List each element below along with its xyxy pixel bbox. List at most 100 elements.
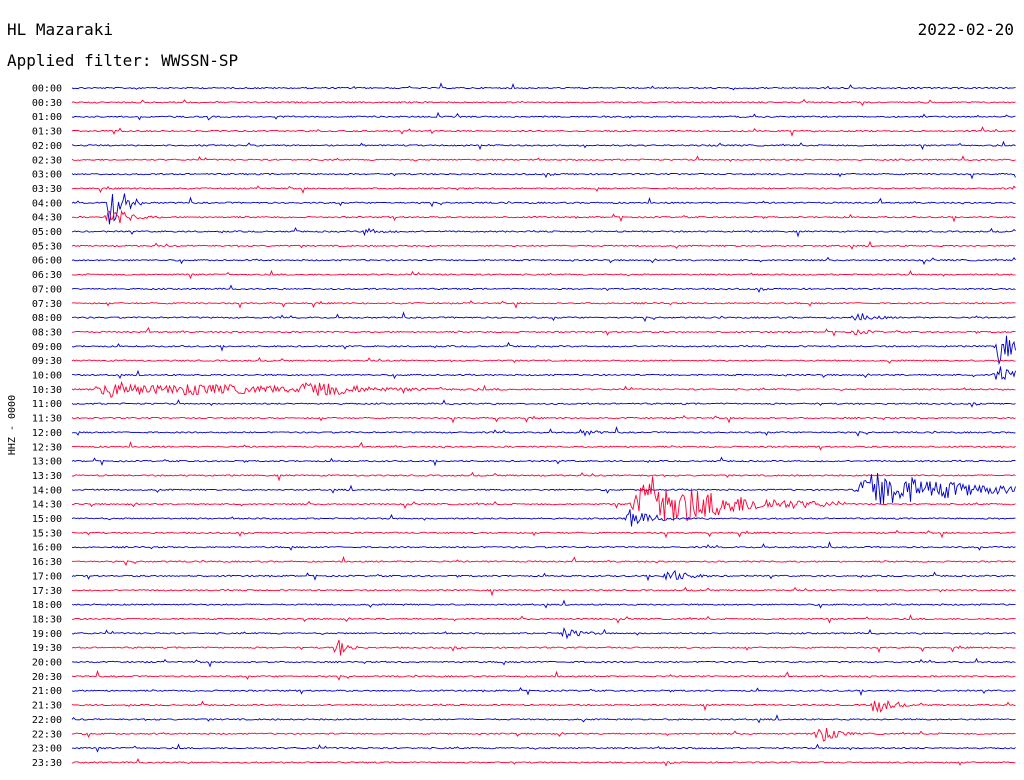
trace-line <box>71 82 1016 91</box>
trace-line <box>71 300 1016 309</box>
trace-line <box>71 626 1016 640</box>
row-label: 11:00 <box>32 399 62 410</box>
row-label: 07:00 <box>32 284 62 295</box>
row-label: 22:00 <box>32 715 62 726</box>
row-label: 17:00 <box>32 571 62 582</box>
trace-line <box>71 284 1016 293</box>
filter-label: Applied filter: WWSSN-SP <box>7 51 239 70</box>
row-label: 20:00 <box>32 658 62 669</box>
trace-line <box>71 209 1016 224</box>
row-label: 13:00 <box>32 457 62 468</box>
row-label: 01:00 <box>32 112 62 123</box>
row-label: 16:00 <box>32 543 62 554</box>
row-label: 14:00 <box>32 485 62 496</box>
row-label: 14:30 <box>32 500 62 511</box>
trace-line <box>71 687 1016 697</box>
trace-line <box>71 226 1016 238</box>
row-label: 19:00 <box>32 629 62 640</box>
row-label: 21:30 <box>32 701 62 712</box>
row-label: 11:30 <box>32 414 62 425</box>
row-label: 15:30 <box>32 528 62 539</box>
row-label: 16:30 <box>32 557 62 568</box>
row-label: 08:30 <box>32 327 62 338</box>
trace-line <box>71 728 1016 742</box>
trace-line <box>71 335 1016 366</box>
trace-line <box>71 599 1016 609</box>
row-label: 05:00 <box>32 227 62 238</box>
trace-line <box>71 456 1016 467</box>
row-label: 18:30 <box>32 614 62 625</box>
row-label: 12:30 <box>32 442 62 453</box>
trace-line <box>71 414 1016 424</box>
trace-line <box>71 476 1016 522</box>
row-label: 17:30 <box>32 586 62 597</box>
trace-line <box>71 757 1016 767</box>
row-label: 06:00 <box>32 256 62 267</box>
trace-line <box>71 614 1016 624</box>
trace-line <box>71 657 1016 668</box>
trace-line <box>71 380 1016 398</box>
trace-line <box>71 111 1016 121</box>
row-label: 02:00 <box>32 141 62 152</box>
row-label: 15:00 <box>32 514 62 525</box>
trace-line <box>71 441 1016 451</box>
row-label: 13:30 <box>32 471 62 482</box>
trace-line <box>71 126 1016 137</box>
row-label: 12:00 <box>32 428 62 439</box>
row-label: 10:00 <box>32 371 62 382</box>
row-label: 07:30 <box>32 299 62 310</box>
row-label: 03:30 <box>32 184 62 195</box>
station-title: HL Mazaraki <box>7 20 113 39</box>
row-labels: 00:00 00:30 01:00 01:30 02:00 02:30 03:00 03:30… <box>32 84 62 769</box>
row-label: 02:30 <box>32 155 62 166</box>
row-label: 03:00 <box>32 170 62 181</box>
trace-line <box>71 140 1016 151</box>
trace-line <box>71 193 1016 225</box>
trace-line <box>71 714 1016 724</box>
trace-line <box>71 356 1016 364</box>
trace-line <box>71 569 1016 582</box>
trace-line <box>71 155 1016 162</box>
trace-line <box>71 472 1016 505</box>
trace-line <box>71 98 1016 107</box>
trace-line <box>71 240 1016 250</box>
row-label: 23:30 <box>32 758 62 769</box>
row-label: 18:00 <box>32 600 62 611</box>
trace-line <box>71 269 1016 280</box>
row-label: 04:30 <box>32 213 62 224</box>
row-label: 23:00 <box>32 744 62 755</box>
trace-line <box>71 509 1016 527</box>
row-label: 09:00 <box>32 342 62 353</box>
row-label: 09:30 <box>32 356 62 367</box>
row-label: 08:00 <box>32 313 62 324</box>
row-label: 20:30 <box>32 672 62 683</box>
trace-line <box>71 699 1016 713</box>
row-label: 05:30 <box>32 241 62 252</box>
trace-line <box>71 326 1016 337</box>
row-label: 19:30 <box>32 643 62 654</box>
row-label: 22:30 <box>32 729 62 740</box>
y-axis-label: HHZ - 0000 <box>7 395 18 455</box>
row-label: 06:30 <box>32 270 62 281</box>
row-label: 21:00 <box>32 686 62 697</box>
trace-line <box>71 669 1016 681</box>
row-label: 10:30 <box>32 385 62 396</box>
trace-line <box>71 426 1016 437</box>
row-label: 00:30 <box>32 98 62 109</box>
trace-line <box>71 540 1016 551</box>
row-label: 00:00 <box>32 84 62 95</box>
trace-line <box>71 399 1016 408</box>
trace-line <box>71 639 1016 656</box>
trace-line <box>71 471 1016 482</box>
traces <box>71 82 1016 767</box>
trace-line <box>71 172 1016 180</box>
trace-line <box>71 586 1016 597</box>
row-label: 01:30 <box>32 127 62 138</box>
row-label: 04:00 <box>32 198 62 209</box>
trace-line <box>71 529 1016 539</box>
trace-line <box>71 311 1016 323</box>
trace-line <box>71 256 1016 265</box>
trace-line <box>71 185 1016 195</box>
trace-line <box>71 743 1016 753</box>
